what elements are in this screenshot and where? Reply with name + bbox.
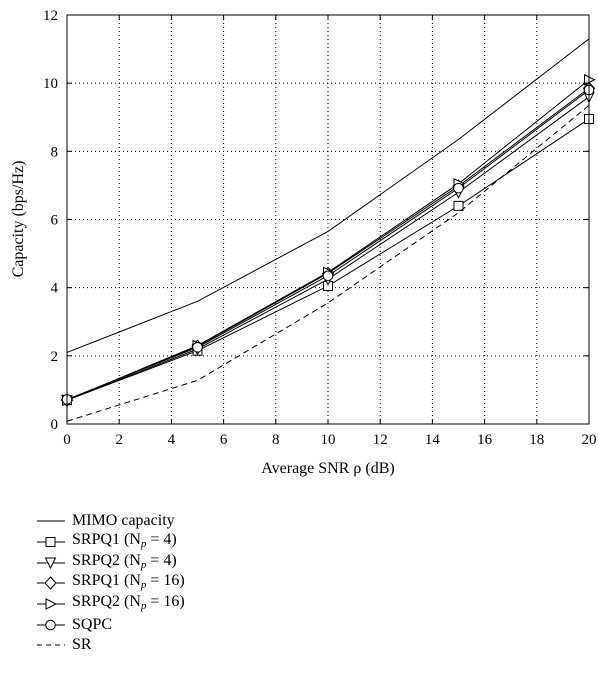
data-point-circle [453,182,464,194]
triangle-down-marker-icon [37,557,65,569]
legend-label: SRPQ1 (Np = 4) [72,531,177,551]
legend-label: MIMO capacity [72,512,175,530]
y-axis-label: Capacity (bps/Hz) [10,161,27,278]
legend-item-srpq2-np4: SRPQ2 (Np = 4) [36,552,336,573]
circle-marker-icon [37,619,65,631]
square-marker-icon [37,537,65,548]
series-6 [66,104,590,422]
series-line [66,104,590,422]
capacity-chart: 0 2 4 6 8 10 12 14 16 18 20 0 2 4 6 8 10 12 Average SNR ρ… [10,8,597,477]
series-line [66,38,590,353]
legend-item-srpq1-np4: SRPQ1 (Np = 4) [36,531,336,553]
triangle-right-marker-icon [37,598,65,610]
x-tick-label: 0 [63,432,71,448]
legend-swatch-solid-line [37,520,65,522]
diamond-marker-icon [37,576,65,591]
y-tick-label: 4 [51,281,59,297]
y-tick-label: 10 [43,76,58,92]
x-tick-label: 10 [321,432,336,448]
series-5 [61,84,595,405]
x-axis-label: Average SNR ρ (dB) [261,460,394,477]
data-point-circle [192,342,203,353]
x-tick-label: 6 [220,432,228,448]
series-0 [66,38,590,353]
legend-label: SRPQ2 (Np = 4) [72,551,177,571]
legend-swatch-dashed-line [37,644,65,646]
legend-item-sr: SR [36,635,336,656]
x-tick-label: 16 [477,432,493,448]
x-tick-label: 2 [115,432,123,448]
y-tick-label: 6 [51,213,59,229]
legend-label: SRPQ1 (Np = 16) [72,572,185,592]
legend-item-mimo-capacity: MIMO capacity [36,511,336,532]
x-tick-label: 18 [529,432,544,448]
data-point-square [453,200,464,211]
y-tick-label: 8 [51,144,59,160]
x-tick-label: 20 [582,432,597,448]
y-tick-label: 12 [43,8,58,24]
x-tick-label: 14 [425,432,441,448]
ticks: 0 2 4 6 8 10 12 14 16 18 20 0 2 4 6 8 10 12 [43,8,597,448]
legend-item-srpq1-np16: SRPQ1 (Np = 16) [36,572,336,594]
data-point-circle [322,270,334,282]
legend-label: SRPQ2 (Np = 16) [72,593,185,613]
series-layer [60,38,596,422]
legend-item-srpq2-np16: SRPQ2 (Np = 16) [36,593,336,615]
x-tick-label: 8 [272,432,280,448]
y-tick-label: 2 [51,349,59,365]
legend: MIMO capacity SRPQ1 (Np = 4) SRPQ2 (Np =… [36,511,336,656]
legend-label: SR [72,636,92,654]
legend-item-sqpc: SQPC [36,614,336,635]
x-tick-label: 12 [373,432,388,448]
x-tick-label: 4 [168,432,176,448]
legend-label: SQPC [72,615,113,633]
y-tick-label: 0 [51,417,59,433]
